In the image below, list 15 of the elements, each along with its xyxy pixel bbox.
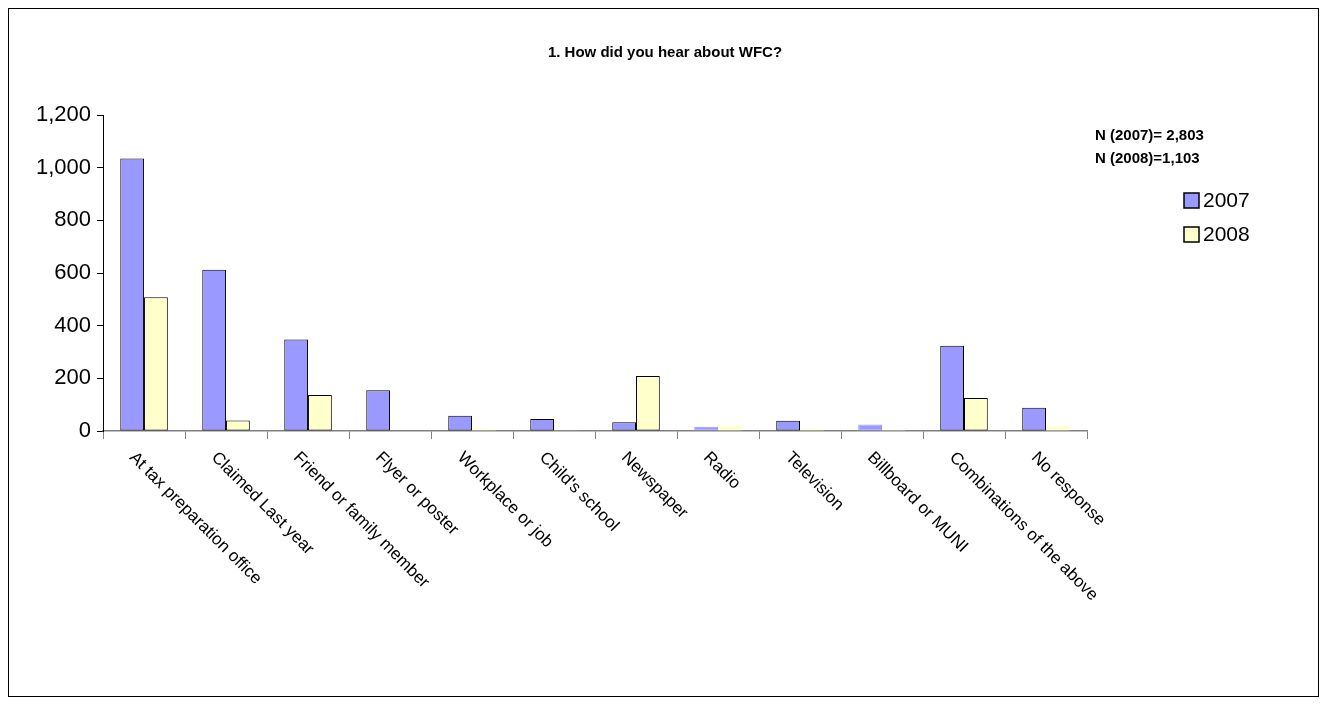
- text: N (2007)= 2,803: [1095, 126, 1204, 144]
- y-tick-label: 200: [54, 364, 92, 390]
- bar: [858, 424, 883, 431]
- y-tick-label: 1,000: [35, 153, 92, 179]
- bar: [718, 425, 742, 431]
- y-tick-label: 0: [78, 417, 92, 443]
- chart-title: 1. How did you hear about WFC?: [547, 43, 783, 61]
- bar: [1046, 425, 1070, 431]
- legend-label: 2007: [1203, 187, 1250, 211]
- y-tick-label: 800: [54, 206, 92, 232]
- y-tick-label: 600: [54, 259, 92, 285]
- text: N (2008)=1,103: [1095, 149, 1200, 167]
- y-tick-label: 1,200: [35, 101, 92, 127]
- legend-label: 2008: [1203, 221, 1250, 245]
- y-tick-label: 400: [54, 311, 92, 337]
